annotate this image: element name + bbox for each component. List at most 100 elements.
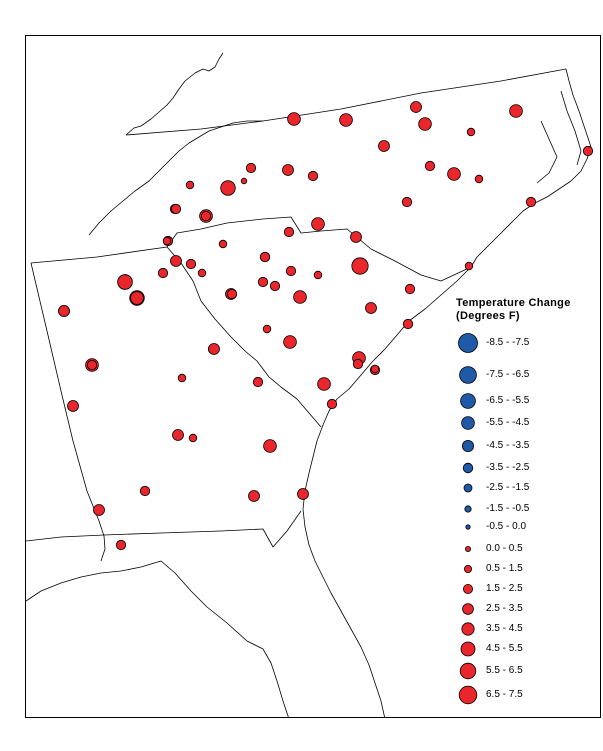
station-marker[interactable] xyxy=(93,504,105,516)
station-marker[interactable] xyxy=(402,318,414,330)
station-marker[interactable] xyxy=(378,140,390,152)
station-marker[interactable] xyxy=(297,488,309,500)
map-frame xyxy=(25,35,601,718)
station-marker[interactable] xyxy=(200,210,212,222)
station-marker[interactable] xyxy=(170,255,182,267)
florida-panhandle xyxy=(26,560,289,717)
legend-symbol-0 xyxy=(458,333,478,353)
legend-label-14: 4.5 - 5.5 xyxy=(486,643,523,654)
station-marker[interactable] xyxy=(115,539,127,551)
station-marker[interactable] xyxy=(410,101,422,113)
station-marker[interactable] xyxy=(208,343,220,355)
legend-symbol-4 xyxy=(461,440,474,453)
legend-symbol-3 xyxy=(461,416,475,430)
georgia-west-boundary xyxy=(30,262,106,562)
station-marker[interactable] xyxy=(240,177,248,185)
station-marker[interactable] xyxy=(447,167,461,181)
station-marker[interactable] xyxy=(418,117,432,131)
atlantic-coastline xyxy=(302,68,592,717)
legend-symbol-13 xyxy=(461,622,475,636)
station-marker[interactable] xyxy=(185,258,197,270)
virginia-boundary xyxy=(125,52,567,136)
station-marker[interactable] xyxy=(130,291,144,305)
station-marker[interactable] xyxy=(404,283,416,295)
legend-label-11: 1.5 - 2.5 xyxy=(486,583,523,594)
legend-symbol-7 xyxy=(464,505,472,513)
station-marker[interactable] xyxy=(317,377,331,391)
station-marker[interactable] xyxy=(313,270,323,280)
legend-subtitle: (Degrees F) xyxy=(456,310,520,322)
station-marker[interactable] xyxy=(466,127,476,137)
station-marker[interactable] xyxy=(257,276,269,288)
station-marker[interactable] xyxy=(185,180,195,190)
station-marker[interactable] xyxy=(365,302,377,314)
station-marker[interactable] xyxy=(245,162,257,174)
station-marker[interactable] xyxy=(220,180,236,196)
station-marker[interactable] xyxy=(86,359,98,371)
legend-label-8: -0.5 - 0.0 xyxy=(486,521,527,532)
station-marker[interactable] xyxy=(370,364,380,374)
station-marker[interactable] xyxy=(58,305,70,317)
legend-symbol-1 xyxy=(459,366,477,384)
station-marker[interactable] xyxy=(177,373,187,383)
station-marker[interactable] xyxy=(67,400,79,412)
station-marker[interactable] xyxy=(293,290,307,304)
station-marker[interactable] xyxy=(287,112,301,126)
station-marker[interactable] xyxy=(509,104,523,118)
station-marker[interactable] xyxy=(252,376,264,388)
ga-sc-boundary xyxy=(166,246,322,428)
station-marker[interactable] xyxy=(162,236,172,246)
station-marker[interactable] xyxy=(139,485,151,497)
station-marker[interactable] xyxy=(525,196,537,208)
legend-label-10: 0.5 - 1.5 xyxy=(486,563,523,574)
station-marker[interactable] xyxy=(269,280,281,292)
station-marker[interactable] xyxy=(283,226,295,238)
station-marker[interactable] xyxy=(350,231,362,243)
station-marker[interactable] xyxy=(188,433,198,443)
station-marker[interactable] xyxy=(117,274,133,290)
station-marker[interactable] xyxy=(307,170,319,182)
map-canvas xyxy=(26,52,594,717)
legend-symbol-2 xyxy=(460,393,476,409)
legend-symbols xyxy=(458,333,478,705)
station-marker[interactable] xyxy=(259,251,271,263)
station-marker[interactable] xyxy=(263,439,277,453)
legend-symbol-11 xyxy=(462,583,473,594)
station-marker[interactable] xyxy=(282,164,294,176)
station-marker[interactable] xyxy=(311,217,325,231)
legend-symbol-5 xyxy=(462,462,474,474)
legend-symbol-14 xyxy=(460,641,476,657)
station-marker[interactable] xyxy=(170,203,182,215)
legend-label-2: -6.5 - -5.5 xyxy=(486,395,530,406)
station-marker[interactable] xyxy=(218,239,228,249)
legend-label-6: -2.5 - -1.5 xyxy=(486,482,530,493)
outer-banks xyxy=(536,90,582,184)
tennessee-nc-boundary xyxy=(88,120,263,236)
nc-sc-boundary xyxy=(30,216,472,282)
station-marker[interactable] xyxy=(352,358,364,370)
station-marker[interactable] xyxy=(424,160,436,172)
station-marker[interactable] xyxy=(401,196,413,208)
station-marker[interactable] xyxy=(351,257,369,275)
station-marker[interactable] xyxy=(157,267,169,279)
stations-layer xyxy=(58,101,594,551)
legend-label-7: -1.5 - -0.5 xyxy=(486,503,530,514)
legend-label-0: -8.5 - -7.5 xyxy=(486,337,530,348)
station-marker[interactable] xyxy=(197,268,207,278)
station-marker[interactable] xyxy=(474,174,484,184)
station-marker[interactable] xyxy=(248,490,260,502)
legend-symbol-8 xyxy=(465,524,471,530)
station-marker[interactable] xyxy=(582,145,594,157)
ga-fl-boundary xyxy=(26,510,302,548)
station-marker[interactable] xyxy=(226,288,238,300)
legend-label-9: 0.0 - 0.5 xyxy=(486,543,523,554)
station-marker[interactable] xyxy=(464,261,474,271)
station-marker[interactable] xyxy=(172,429,184,441)
station-marker[interactable] xyxy=(285,265,297,277)
station-marker[interactable] xyxy=(326,398,338,410)
station-marker[interactable] xyxy=(339,113,353,127)
legend-label-16: 6.5 - 7.5 xyxy=(486,689,523,700)
station-marker[interactable] xyxy=(283,335,297,349)
legend-title: Temperature Change xyxy=(456,297,571,309)
station-marker[interactable] xyxy=(262,324,272,334)
